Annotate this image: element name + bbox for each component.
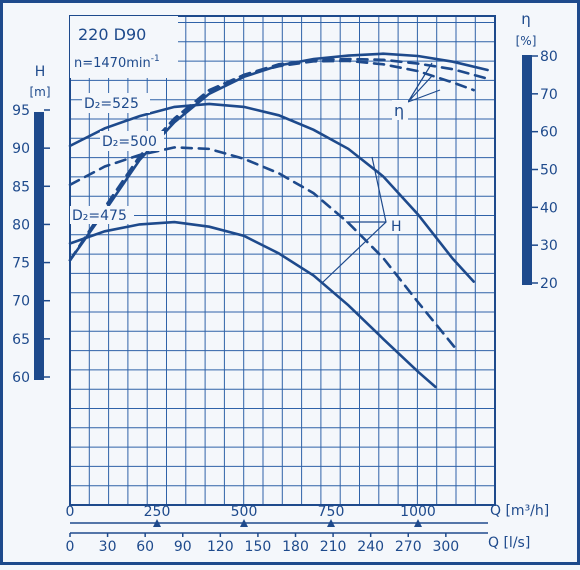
head-curve-0 xyxy=(68,102,475,283)
flow-m3h-tick-label: 500 xyxy=(231,504,258,520)
head-tick-label: 75 xyxy=(12,256,30,272)
flow-m3h-tick-label: 750 xyxy=(318,504,345,520)
efficiency-axis-unit: [%] xyxy=(516,34,537,48)
flow-ls-tick-label: 210 xyxy=(320,539,347,555)
efficiency-axis-ticks: 20 30 40 50 60 70 80 xyxy=(532,49,558,292)
flow-ls-ticks: 0 30 60 90 120 150 180 210 240 270 300 xyxy=(66,533,459,555)
flow-axes: 0 250 500 750 1000 0 30 60 90 120 150 180 210 240 270… xyxy=(66,503,550,555)
label-d525: D₂=525 xyxy=(84,96,139,112)
flow-ls-tick-label: 300 xyxy=(432,539,459,555)
flow-ls-tick-label: 0 xyxy=(66,539,75,555)
head-axis-ticks: 60 65 70 75 80 85 90 95 xyxy=(12,103,50,386)
h-callout-lines xyxy=(321,156,387,284)
flow-ls-tick-label: 90 xyxy=(174,539,192,555)
head-curve-2 xyxy=(68,220,437,389)
flow-ls-tick-label: 150 xyxy=(245,539,272,555)
label-d475: D₂=475 xyxy=(72,208,127,224)
efficiency-tick-label: 80 xyxy=(540,49,558,65)
head-axis-bar xyxy=(34,112,44,380)
efficiency-tick-label: 50 xyxy=(540,163,558,179)
eta-callout-label: η xyxy=(394,101,404,120)
flow-ls-tick-label: 30 xyxy=(99,539,117,555)
flow-m3h-tick-mark xyxy=(327,519,335,527)
head-tick-label: 65 xyxy=(12,332,30,348)
flow-m3h-tick-label: 250 xyxy=(144,504,171,520)
impeller-labels: D₂=525 D₂=500 D₂=475 xyxy=(70,93,164,224)
head-tick-label: 70 xyxy=(12,294,30,310)
chart-subtitle: n=1470min-1 xyxy=(74,54,160,71)
flow-m3h-tick-mark xyxy=(153,519,161,527)
head-axis: H [m] 60 65 70 75 80 85 90 95 xyxy=(12,64,50,386)
efficiency-tick-label: 30 xyxy=(540,238,558,254)
flow-ls-tick-label: 270 xyxy=(395,539,422,555)
flow-m3h-tick-mark xyxy=(240,519,248,527)
head-tick-label: 85 xyxy=(12,179,30,195)
performance-curves xyxy=(68,52,489,389)
flow-m3h-tick-mark xyxy=(414,519,422,527)
flow-m3h-axis-label: Q [m³/h] xyxy=(490,503,549,519)
flow-m3h-tick-label: 0 xyxy=(66,504,75,520)
h-callout-label: H xyxy=(391,219,402,235)
chart-grid xyxy=(69,16,496,506)
flow-ls-tick-label: 180 xyxy=(282,539,309,555)
label-d500: D₂=500 xyxy=(102,134,157,150)
head-tick-label: 95 xyxy=(12,103,30,119)
efficiency-axis-bar xyxy=(522,55,532,285)
flow-m3h-tick-label: 1000 xyxy=(400,504,436,520)
head-tick-label: 90 xyxy=(12,141,30,157)
flow-ls-tick-label: 120 xyxy=(207,539,234,555)
flow-m3h-ticks: 0 250 500 750 1000 xyxy=(66,504,436,527)
efficiency-tick-label: 70 xyxy=(540,87,558,103)
title-box-bg xyxy=(70,16,178,78)
efficiency-curve-5 xyxy=(68,59,475,262)
chart-title: 220 D90 xyxy=(78,25,146,44)
efficiency-tick-label: 20 xyxy=(540,276,558,292)
flow-ls-axis-label: Q [l/s] xyxy=(488,535,530,551)
efficiency-axis-symbol: η xyxy=(521,10,531,28)
head-axis-symbol: H xyxy=(35,64,46,80)
efficiency-axis: η [%] 20 30 40 50 60 70 80 xyxy=(516,10,558,292)
head-tick-label: 80 xyxy=(12,217,30,233)
head-tick-label: 60 xyxy=(12,370,30,386)
flow-ls-tick-label: 240 xyxy=(357,539,384,555)
efficiency-tick-label: 60 xyxy=(540,125,558,141)
curve-callouts: H η xyxy=(321,62,441,284)
efficiency-curve-4 xyxy=(68,57,489,262)
head-axis-unit: [m] xyxy=(29,85,50,99)
efficiency-tick-label: 40 xyxy=(540,200,558,216)
flow-ls-tick-label: 60 xyxy=(136,539,154,555)
